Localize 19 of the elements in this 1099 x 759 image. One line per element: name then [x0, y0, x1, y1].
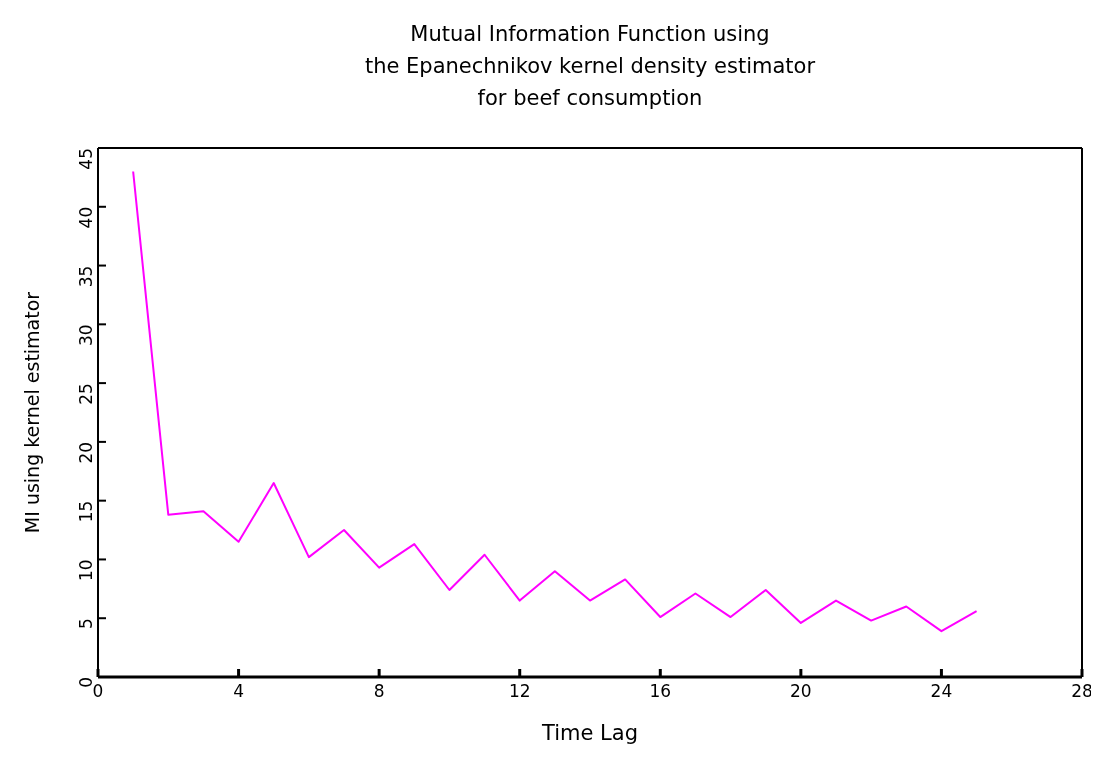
y-tick-label: 30: [76, 324, 97, 346]
y-tick-label: 5: [76, 618, 97, 630]
y-tick-label: 40: [76, 206, 97, 229]
x-tick-label: 12: [508, 681, 531, 702]
y-axis-title: MI using kernel estimator: [20, 291, 43, 534]
x-tick-label: 16: [649, 681, 672, 702]
y-tick-label: 15: [76, 500, 97, 523]
x-tick-label: 28: [1071, 681, 1093, 702]
y-tick-label: 10: [76, 559, 97, 582]
x-tick-label: 8: [373, 681, 385, 702]
x-tick-label: 4: [233, 681, 244, 702]
x-axis-title: Time Lag: [541, 721, 639, 745]
y-tick-label: 35: [76, 265, 97, 288]
x-tick-label: 20: [790, 681, 812, 702]
chart-title: Mutual Information Function using the Epanechnikov kernel density estimator for beef consumption: [363, 21, 817, 112]
y-tick-label: 20: [76, 441, 97, 464]
y-tick-label: 45: [76, 148, 97, 170]
x-tick-label: 24: [930, 681, 953, 702]
y-tick-label: 25: [76, 383, 97, 405]
